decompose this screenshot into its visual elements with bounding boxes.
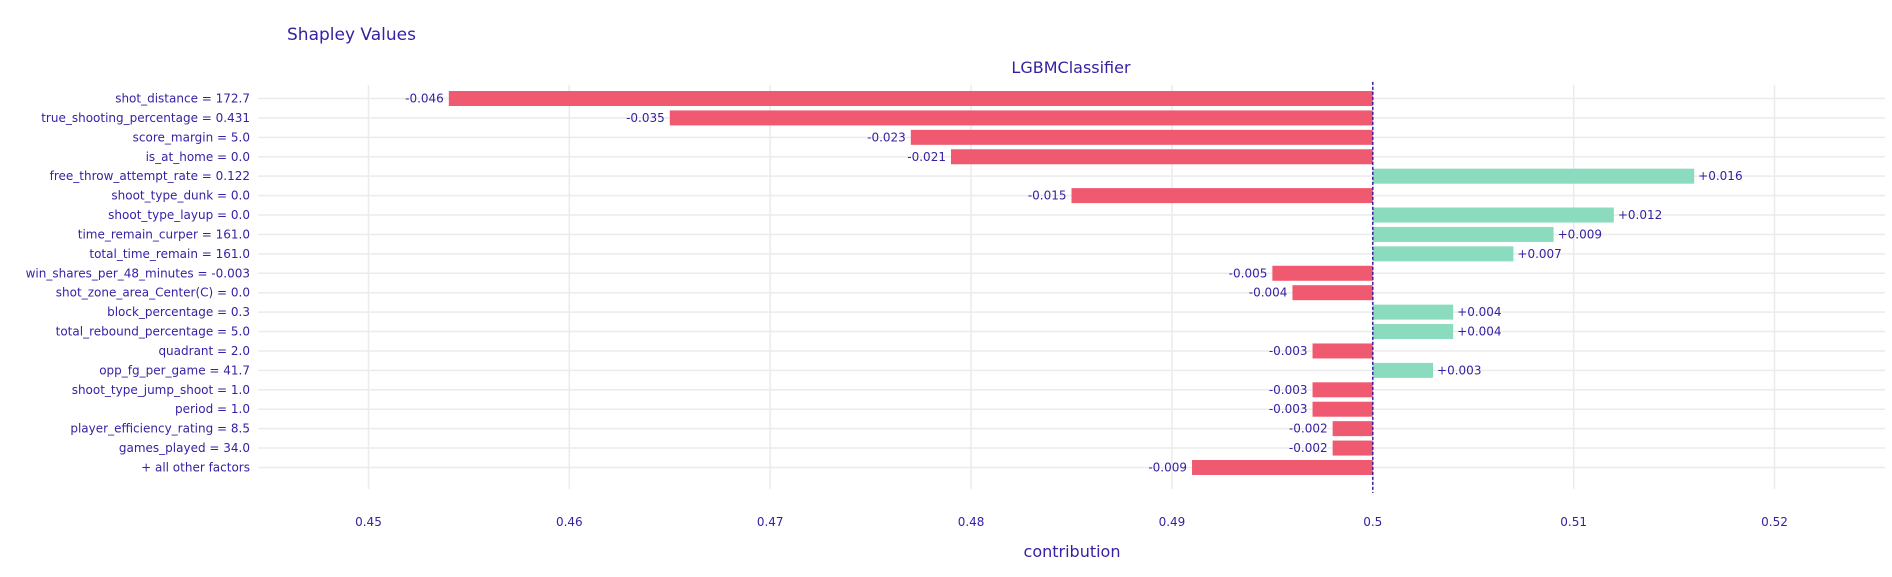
bar-value-label: +0.009 (1558, 227, 1602, 241)
y-tick-label: total_time_remain = 161.0 (89, 247, 250, 261)
bar-value-label: -0.035 (626, 111, 665, 125)
bar-value-label: -0.005 (1229, 266, 1268, 280)
y-tick-label: free_throw_attempt_rate = 0.122 (50, 169, 250, 183)
bar-value-label: -0.003 (1269, 383, 1308, 397)
contribution-bar (669, 110, 1373, 126)
y-tick-label: true_shooting_percentage = 0.431 (41, 111, 250, 125)
y-tick-label: total_rebound_percentage = 5.0 (56, 325, 250, 339)
bar-value-label: +0.007 (1517, 247, 1561, 261)
y-tick-label: score_margin = 5.0 (133, 130, 250, 144)
contribution-bar (1372, 362, 1434, 378)
contribution-bar (1312, 382, 1373, 398)
contribution-bar (1332, 440, 1373, 456)
y-tick-label: opp_fg_per_game = 41.7 (99, 363, 250, 377)
chart-title: Shapley Values (287, 25, 416, 45)
x-tick-label: 0.5 (1363, 515, 1382, 529)
x-tick-label: 0.47 (757, 515, 784, 529)
contribution-bar (1372, 207, 1614, 223)
contribution-bar (1292, 285, 1373, 301)
y-tick-label: + all other factors (141, 460, 250, 474)
y-tick-label: shot_distance = 172.7 (115, 92, 250, 106)
contribution-bar (950, 149, 1373, 165)
x-tick-label: 0.46 (556, 515, 583, 529)
contribution-bar (1272, 265, 1373, 281)
grid (258, 84, 1885, 489)
contribution-bar (1071, 188, 1373, 204)
bar-value-label: -0.009 (1148, 460, 1187, 474)
bar-value-label: +0.012 (1618, 208, 1662, 222)
y-tick-label: shot_zone_area_Center(C) = 0.0 (56, 286, 250, 300)
bar-value-label: -0.002 (1289, 422, 1328, 436)
bars: -0.046 -0.035 -0.023-0.021 +0.016 -0.015 +0.0… (405, 91, 1743, 475)
contribution-bar (1372, 324, 1454, 340)
y-tick-label: player_efficiency_rating = 8.5 (70, 422, 250, 436)
y-tick-label: block_percentage = 0.3 (107, 305, 250, 319)
y-tick-label: time_remain_curper = 161.0 (78, 227, 250, 241)
y-axis-tick-labels: shot_distance = 172.7 true_shooting_perce… (26, 92, 250, 475)
contribution-bar (448, 91, 1373, 106)
x-tick-label: 0.51 (1560, 515, 1587, 529)
contribution-bar (1192, 459, 1373, 475)
contribution-bar (1312, 401, 1373, 417)
contribution-bar (1332, 421, 1373, 437)
x-axis-tick-labels: 0.45 0.46 0.47 0.48 0.49 0.5 0.51 0.52 (355, 515, 1788, 529)
y-tick-label: shoot_type_dunk = 0.0 (111, 189, 250, 203)
bar-value-label: -0.021 (907, 150, 946, 164)
contribution-bar (1372, 246, 1514, 262)
bar-value-label: -0.023 (867, 130, 906, 144)
chart-subtitle: LGBMClassifier (1011, 58, 1131, 77)
y-tick-label: shoot_type_layup = 0.0 (108, 208, 250, 222)
bar-value-label: +0.003 (1437, 363, 1481, 377)
contribution-bar (1372, 304, 1454, 320)
x-axis-title: contribution (1024, 542, 1121, 561)
y-tick-label: games_played = 34.0 (119, 441, 250, 455)
x-tick-label: 0.45 (355, 515, 382, 529)
x-tick-label: 0.52 (1761, 515, 1788, 529)
bar-value-label: +0.004 (1457, 325, 1501, 339)
bar-value-label: +0.016 (1698, 169, 1742, 183)
contribution-bar (1372, 168, 1695, 184)
bar-value-label: +0.004 (1457, 305, 1501, 319)
y-tick-label: shoot_type_jump_shoot = 1.0 (72, 383, 250, 397)
y-tick-label: is_at_home = 0.0 (146, 150, 250, 164)
bar-value-label: -0.003 (1269, 402, 1308, 416)
x-tick-label: 0.48 (958, 515, 985, 529)
y-tick-label: quadrant = 2.0 (158, 344, 250, 358)
contribution-bar (1312, 343, 1373, 359)
contribution-bar (1372, 226, 1554, 242)
x-tick-label: 0.49 (1159, 515, 1186, 529)
bar-value-label: -0.004 (1249, 286, 1288, 300)
bar-value-label: -0.003 (1269, 344, 1308, 358)
contribution-bar (910, 129, 1373, 145)
bar-value-label: -0.046 (405, 92, 444, 106)
bar-value-label: -0.015 (1028, 189, 1067, 203)
bar-value-label: -0.002 (1289, 441, 1328, 455)
y-tick-label: win_shares_per_48_minutes = -0.003 (26, 266, 250, 280)
y-tick-label: period = 1.0 (175, 402, 250, 416)
